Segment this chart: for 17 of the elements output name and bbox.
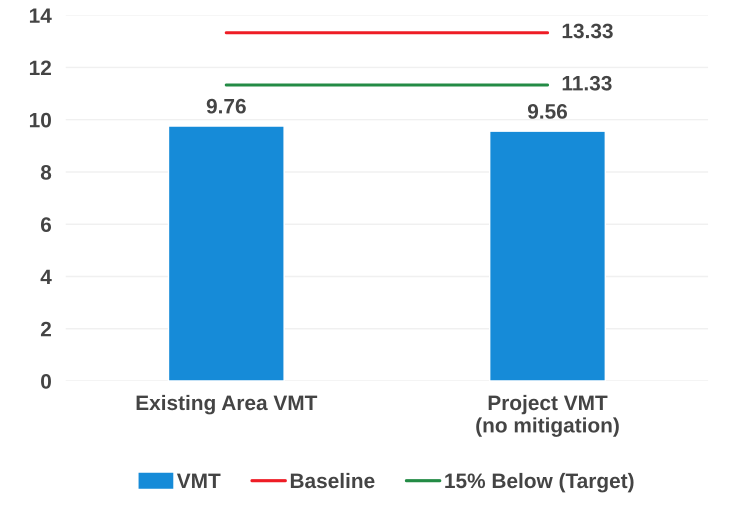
x-tick-label: Project VMT (no mitigation) [476,394,619,437]
y-tick-label: 14 [30,8,52,23]
y-tick-label: 0 [41,374,51,389]
data-label: 9.76 [206,98,246,114]
data-label: 9.56 [528,104,568,119]
y-tick-label: 6 [40,217,52,232]
x-tick-label: Existing Area VMT [136,394,318,414]
data-label: 13.33 [562,24,613,38]
legend-label: 15% Below (Target) [445,472,634,492]
y-tick-label: 4 [40,270,52,284]
y-tick-label: 2 [40,322,51,336]
y-tick-label: 8 [40,164,52,180]
legend-label: VMT [176,474,221,488]
y-tick-label: 10 [30,112,51,128]
legend-label: Baseline [290,472,374,488]
y-tick-label: 12 [30,60,51,76]
data-label: 11.33 [562,76,612,91]
